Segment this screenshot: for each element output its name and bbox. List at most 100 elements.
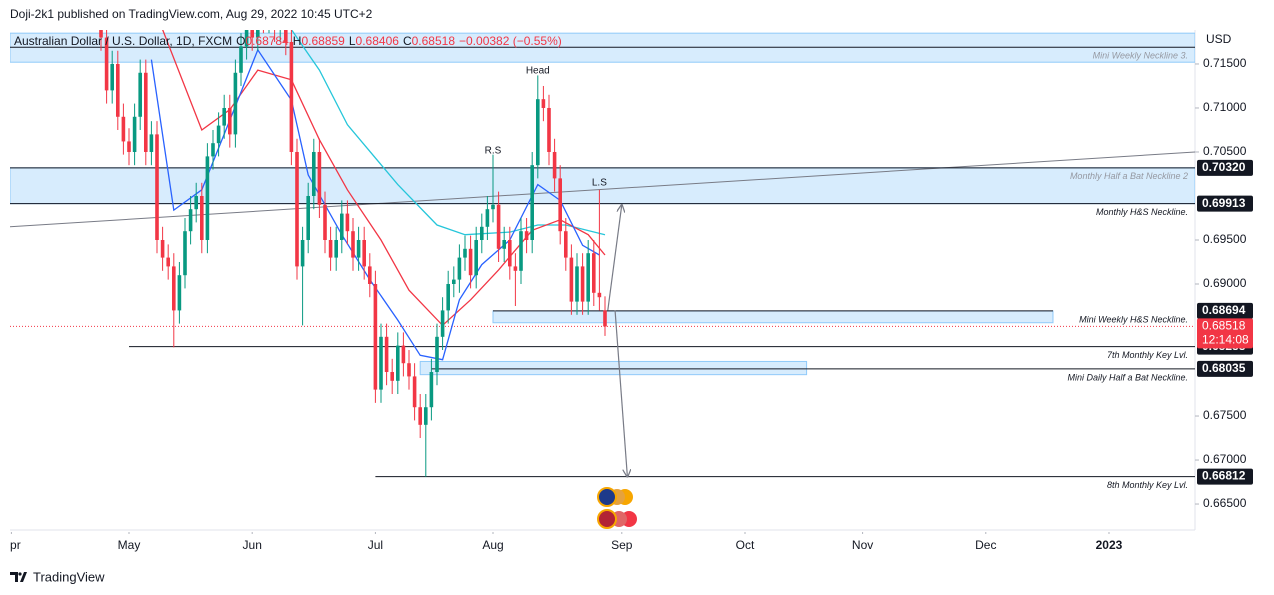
candle-body: [306, 195, 310, 240]
level-name: Mini Weekly Neckline 3.: [1093, 51, 1188, 61]
candle-body: [177, 275, 182, 311]
logo-mark: [10, 572, 27, 582]
level-price-tag: [1197, 195, 1253, 212]
level-price-label: 0.68035: [1202, 361, 1246, 375]
candle-body: [362, 239, 366, 267]
event-icon: [597, 509, 617, 529]
candle-body: [395, 345, 400, 381]
candle-body: [575, 266, 579, 302]
countdown-label: 12:14:08: [1202, 333, 1249, 347]
candle-body: [289, 41, 294, 152]
y-tick-label: 0.67500: [1203, 408, 1247, 422]
level-price-tag: [1197, 159, 1253, 176]
candle-body: [255, 30, 260, 38]
y-tick-label: 0.70500: [1203, 144, 1247, 158]
candle-body: [216, 125, 221, 144]
ohlc-value: 0.68859: [301, 34, 345, 48]
candle-body: [367, 266, 372, 285]
x-tick-label: May: [118, 538, 141, 552]
candle-body: [446, 284, 450, 311]
logo-dot: [18, 572, 22, 576]
x-tick-label: Jun: [243, 538, 262, 552]
event-icon: [597, 487, 617, 507]
currency-label: USD: [1206, 32, 1232, 46]
candle-body: [205, 156, 210, 240]
symbol-name: Australian Dollar / U.S. Dollar, 1D, FXC…: [14, 34, 232, 48]
plot: Mini Weekly Neckline 3. Monthly Half a Ba…: [10, 30, 1195, 490]
ohlc-value: 0.68406: [356, 34, 400, 48]
level-name: Monthly Half a Bat Neckline 2: [1070, 171, 1188, 181]
level-name: Monthly H&S Neckline.: [1096, 207, 1188, 217]
candle-body: [519, 231, 523, 271]
candle-body: [328, 239, 333, 258]
candle-body: [558, 178, 562, 232]
candle-body: [468, 248, 473, 276]
candle-body: [183, 231, 187, 276]
candle-body: [166, 257, 170, 267]
candle-body: [407, 363, 411, 377]
time-axis: Apr May Jun Jul Aug Sep Oct Nov Dec 2023: [10, 532, 1123, 552]
candle-body: [244, 30, 249, 47]
candle-body: [597, 292, 602, 298]
candle-body: [104, 37, 109, 91]
arrow: [607, 205, 622, 311]
candle-body: [440, 310, 445, 337]
candle-body: [457, 257, 462, 280]
y-tick-label: 0.71000: [1203, 100, 1247, 114]
publish-header: Doji-2k1 published on TradingView.com, A…: [10, 7, 373, 21]
current-price-label: 0.68518: [1202, 319, 1246, 333]
level-price-label: 0.70320: [1202, 160, 1246, 174]
ohlc-key: L: [349, 34, 356, 48]
candle-body: [418, 407, 422, 425]
candle-body: [507, 239, 512, 267]
level-price-tag: [1197, 468, 1253, 485]
candle-body: [535, 99, 540, 166]
candle-body: [211, 143, 215, 157]
pattern-annotation: Head: [526, 66, 550, 77]
x-tick-label: Aug: [482, 538, 503, 552]
candle-body: [345, 213, 350, 232]
candle-body: [513, 266, 518, 271]
candle-body: [474, 239, 478, 276]
candle-body: [485, 209, 490, 227]
candle-body: [334, 239, 338, 258]
candle-body: [580, 266, 585, 302]
candle-body: [547, 107, 551, 152]
candle-body: [317, 151, 322, 205]
y-tick-label: 0.66500: [1203, 496, 1247, 510]
candle-body: [171, 266, 176, 311]
candle-body: [552, 151, 557, 179]
candle-body: [227, 107, 232, 135]
candle-body: [194, 195, 198, 210]
candle-body: [412, 376, 417, 408]
candle-body: [339, 213, 344, 240]
candle-body: [127, 141, 131, 152]
candle-body: [110, 63, 114, 91]
candle-body: [233, 72, 238, 135]
footer-brand: TradingView: [33, 569, 105, 584]
candle-body: [379, 336, 383, 390]
candle-body: [591, 253, 596, 293]
level-name: Mini Daily Half a Bat Neckline.: [1067, 372, 1188, 382]
pattern-annotation: R.S: [485, 146, 502, 157]
candle-body: [401, 345, 406, 364]
candle-body: [250, 30, 254, 38]
x-tick-label: 2023: [1096, 538, 1123, 552]
level-name: 8th Monthly Key Lvl.: [1107, 480, 1188, 490]
candle-body: [132, 116, 137, 152]
moving-average: [290, 30, 606, 236]
ohlc-value: 0.68784: [245, 34, 289, 48]
candle-body: [373, 284, 378, 390]
candle-body: [283, 30, 288, 42]
plot-background: [10, 30, 1274, 530]
candle-body: [143, 72, 148, 152]
level-price-tag: [1197, 302, 1253, 319]
candle-body: [496, 204, 501, 249]
y-tick-label: 0.67000: [1203, 452, 1247, 466]
candle-body: [99, 30, 103, 38]
candle-body: [451, 279, 456, 285]
zone: [419, 360, 808, 376]
candle-body: [138, 72, 142, 117]
candle-body: [530, 165, 534, 240]
